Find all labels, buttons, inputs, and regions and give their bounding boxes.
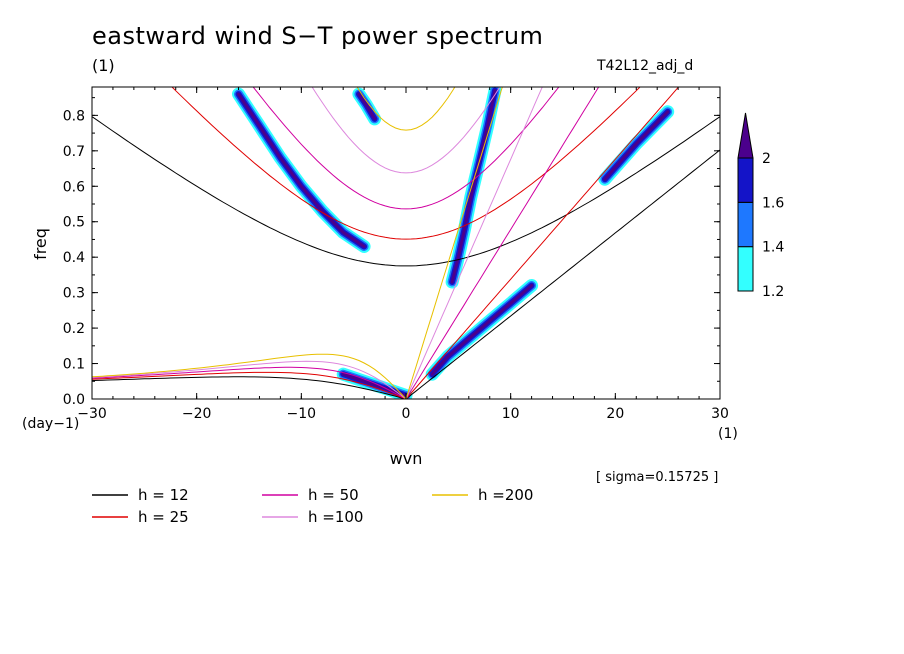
y-tick-label: 0.5	[63, 215, 85, 231]
kelvin-curve-h25	[405, 87, 680, 399]
kelvin-curve-h12	[405, 149, 720, 399]
colorbar-swatch	[737, 246, 754, 292]
x-tick-label: −30	[77, 406, 107, 422]
x-tick-label: 20	[606, 406, 624, 422]
curve-legend: h = 12 h = 25 h = 50 h =100 h =200	[92, 486, 533, 526]
power-band-0-level-3	[237, 92, 366, 248]
y-tick-label: 0.7	[63, 144, 85, 160]
y-tick-label: 0.4	[63, 250, 85, 266]
y-tick-label: 0.6	[63, 179, 85, 195]
legend-label: h = 12	[138, 486, 189, 504]
power-band-2-level-3	[450, 89, 497, 284]
kelvin-curve-h50	[405, 87, 600, 399]
rossby-curve-h100	[92, 360, 407, 399]
ig-curve-h12	[92, 116, 720, 267]
dispersion-curves	[92, 87, 720, 399]
plot-frame	[91, 86, 721, 400]
rossby-curve-h12	[92, 376, 407, 399]
y-tick-label: 0.2	[63, 321, 85, 337]
colorbar-label: 2	[762, 151, 771, 167]
y-tick-label: 0.8	[63, 108, 85, 124]
colorbar: 1.2 1.4 1.6 2	[737, 112, 784, 300]
power-band-5-level-3	[603, 110, 670, 181]
experiment-label: T42L12_adj_d	[597, 58, 694, 74]
x-unit-label: (1)	[718, 426, 738, 442]
colorbar-label: 1.6	[762, 195, 784, 211]
colorbar-swatch	[737, 157, 754, 203]
units-label: (1)	[92, 56, 115, 75]
rossby-curve-h25	[92, 371, 407, 399]
axis-ticks: −30 −20 −10 0 10 20 30 0.0 0.1 0.2 0.3 0.4 0.5 0.6 0.7…	[63, 87, 729, 422]
y-axis-title: freq	[31, 228, 50, 260]
ig-curve-h100	[311, 87, 501, 174]
y-unit-label: (day−1)	[22, 416, 79, 432]
power-contours	[232, 87, 675, 399]
ig-curve-h200	[356, 87, 456, 131]
power-band-0-level-1	[234, 89, 369, 251]
rossby-curve-h50	[92, 366, 407, 399]
colorbar-arrow	[737, 112, 754, 159]
colorbar-swatch	[737, 201, 754, 248]
rossby-curve-h200	[92, 353, 407, 399]
colorbar-label: 1.2	[762, 284, 784, 300]
legend-label: h = 25	[138, 508, 189, 526]
y-tick-label: 0.3	[63, 286, 85, 302]
legend-label: h = 50	[308, 486, 359, 504]
legend-label: h =200	[478, 486, 533, 504]
kelvin-curve-h100	[405, 87, 543, 399]
legend-label: h =100	[308, 508, 363, 526]
power-band-3-level-3	[430, 284, 534, 376]
x-axis-title: wvn	[390, 449, 423, 468]
power-band-1-level-3	[357, 92, 377, 121]
y-tick-label: 0.1	[63, 357, 85, 373]
x-tick-label: 0	[402, 406, 411, 422]
x-tick-label: −10	[287, 406, 317, 422]
x-tick-label: −20	[182, 406, 212, 422]
y-tick-label: 0.0	[63, 392, 85, 408]
power-band-4-level-3	[341, 372, 408, 397]
sigma-note: [ sigma=0.15725 ]	[596, 470, 719, 485]
ig-curve-h50	[252, 87, 560, 210]
x-tick-label: 30	[711, 406, 729, 422]
x-tick-label: 10	[502, 406, 520, 422]
colorbar-label: 1.4	[762, 240, 784, 256]
ig-curve-h25	[171, 87, 641, 240]
kelvin-curve-h200	[405, 87, 503, 399]
chart-title: eastward wind S−T power spectrum	[92, 22, 544, 50]
